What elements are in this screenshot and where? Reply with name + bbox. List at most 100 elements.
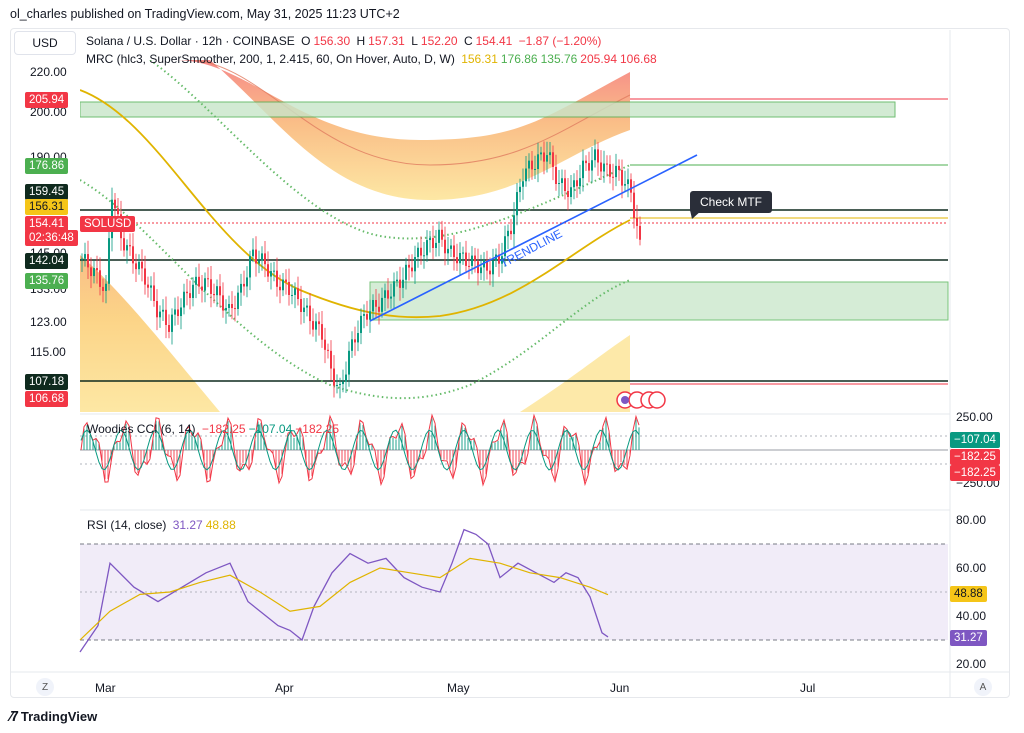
mrc-lower-band (80, 255, 220, 412)
cci-line (80, 413, 640, 487)
candle-body (612, 176, 614, 178)
candle-body (450, 245, 452, 249)
candle-body (267, 264, 269, 277)
candle-body (447, 248, 449, 254)
candle-body (123, 238, 125, 251)
candle-body (105, 283, 107, 291)
candle-body (165, 309, 167, 325)
candle-body (150, 285, 152, 288)
candle-body (378, 306, 380, 312)
candle-body (468, 265, 470, 267)
candle-body (564, 178, 566, 191)
zoom-toggle-button[interactable]: Z (36, 678, 54, 696)
candle-body (264, 253, 266, 265)
event-icons[interactable] (616, 391, 666, 409)
candle-body (570, 187, 572, 197)
candle-body (501, 256, 503, 264)
candle-body (117, 208, 119, 215)
candle-body (252, 249, 254, 257)
candle-body (639, 225, 641, 240)
candle-body (516, 192, 518, 216)
candle-body (603, 163, 605, 172)
candle-body (408, 264, 410, 268)
auto-scale-button[interactable]: A (974, 678, 992, 696)
currency-button[interactable]: USD (14, 31, 76, 55)
mrc-green-dotted-lower (80, 179, 631, 400)
candle-body (315, 321, 317, 330)
legend-value: 176.86 (500, 52, 538, 66)
price-level-chip: 156.31 (25, 199, 69, 215)
candle-body (630, 179, 632, 193)
chart-frame (10, 28, 1010, 698)
candle-body (312, 321, 314, 330)
price-level-chip: 154.41 (25, 216, 69, 232)
price-pane: TRENDLINE (80, 60, 949, 412)
candle-body (591, 160, 593, 171)
rsi-label: RSI (14, close) (87, 518, 167, 532)
candle-body (348, 350, 350, 375)
candle-body (243, 283, 245, 287)
legend-value: −182.25 (295, 422, 339, 436)
candle-body (333, 368, 335, 386)
candle-body (432, 238, 434, 248)
cci-value-chip: −182.25 (950, 465, 1000, 481)
candle-body (132, 246, 134, 264)
candle-body (204, 278, 206, 291)
candle-body (153, 285, 155, 302)
check-mtf-callout[interactable]: Check MTF (690, 191, 773, 213)
change-value: −1.87 (−1.20%) (518, 34, 602, 48)
publish-header: ol_charles published on TradingView.com,… (10, 7, 400, 21)
tradingview-logo-icon: ⁄7 (10, 708, 19, 725)
candle-body (222, 295, 224, 311)
candle-body (552, 152, 554, 167)
rsi-tick: 60.00 (956, 561, 987, 575)
candle-body (492, 260, 494, 275)
legend-value: −107.04 (248, 422, 293, 436)
mrc-legend[interactable]: MRC (hlc3, SuperSmoother, 200, 1, 2.415,… (86, 52, 663, 66)
rsi-legend[interactable]: RSI (14, close) 31.27 48.88 (87, 518, 242, 532)
mrc-upper-band (175, 60, 630, 200)
cci-tick: 250.00 (956, 410, 993, 424)
mrc-mean-line (80, 89, 631, 319)
candle-body (300, 299, 302, 312)
candle-body (372, 300, 374, 312)
candle-body (360, 315, 362, 334)
price-tick: 200.00 (30, 105, 67, 119)
candle-body (102, 286, 104, 291)
candle-body (303, 307, 305, 312)
candle-body (147, 284, 149, 288)
candle-body (84, 254, 86, 259)
brand-name: TradingView (20, 709, 98, 724)
candle-body (615, 165, 617, 178)
candle-body (234, 308, 236, 310)
candle-body (384, 290, 386, 298)
cci-legend[interactable]: Woodies CCI (6, 14) −182.25 −107.04 −182.2… (87, 422, 345, 436)
candle-body (420, 247, 422, 256)
candle-body (135, 263, 137, 270)
candle-body (213, 293, 215, 296)
candle-body (624, 184, 626, 186)
candle-body (513, 215, 515, 235)
tradingview-logo[interactable]: ⁄7 TradingView (10, 708, 97, 725)
candle-body (582, 160, 584, 179)
candle-body (588, 163, 590, 171)
candle-body (537, 154, 539, 169)
candle-body (486, 260, 488, 271)
candle-body (141, 261, 143, 269)
candle-body (579, 178, 581, 187)
trendline[interactable] (369, 154, 698, 322)
candle-body (114, 199, 116, 209)
legend-value: 156.31 (461, 52, 498, 66)
candle-body (519, 186, 521, 193)
candle-body (198, 276, 200, 287)
candle-body (180, 307, 182, 317)
candle-body (609, 164, 611, 177)
candle-body (294, 288, 296, 295)
candle-body (144, 268, 146, 285)
candle-body (108, 238, 110, 284)
candle-body (627, 179, 629, 185)
callout-pointer (690, 210, 702, 219)
candle-body (282, 279, 284, 291)
